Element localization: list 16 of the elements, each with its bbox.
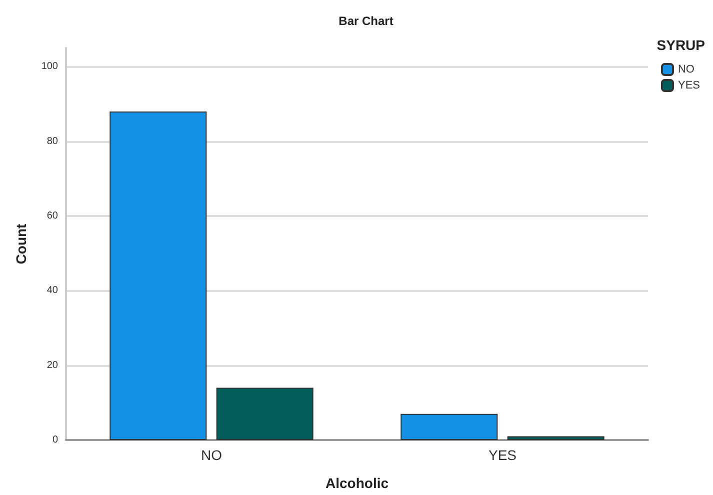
y-tick-label: 100 <box>41 61 58 72</box>
bar <box>110 111 207 440</box>
bar <box>216 388 314 440</box>
y-tick-label: 60 <box>46 210 58 222</box>
x-axis-title: Alcoholic <box>325 475 389 491</box>
legend-title: SYRUP <box>656 37 705 53</box>
legend-label: NO <box>678 64 695 76</box>
bar <box>400 414 498 440</box>
y-tick-label: 0 <box>52 434 58 446</box>
legend-label: YES <box>678 80 700 92</box>
y-axis-title: Count <box>13 223 29 264</box>
bar <box>507 436 604 440</box>
y-tick-label: 20 <box>46 360 58 371</box>
y-tick-label: 80 <box>46 136 58 147</box>
y-tick-label: 40 <box>46 285 58 296</box>
chart-title: Bar Chart <box>338 14 394 28</box>
